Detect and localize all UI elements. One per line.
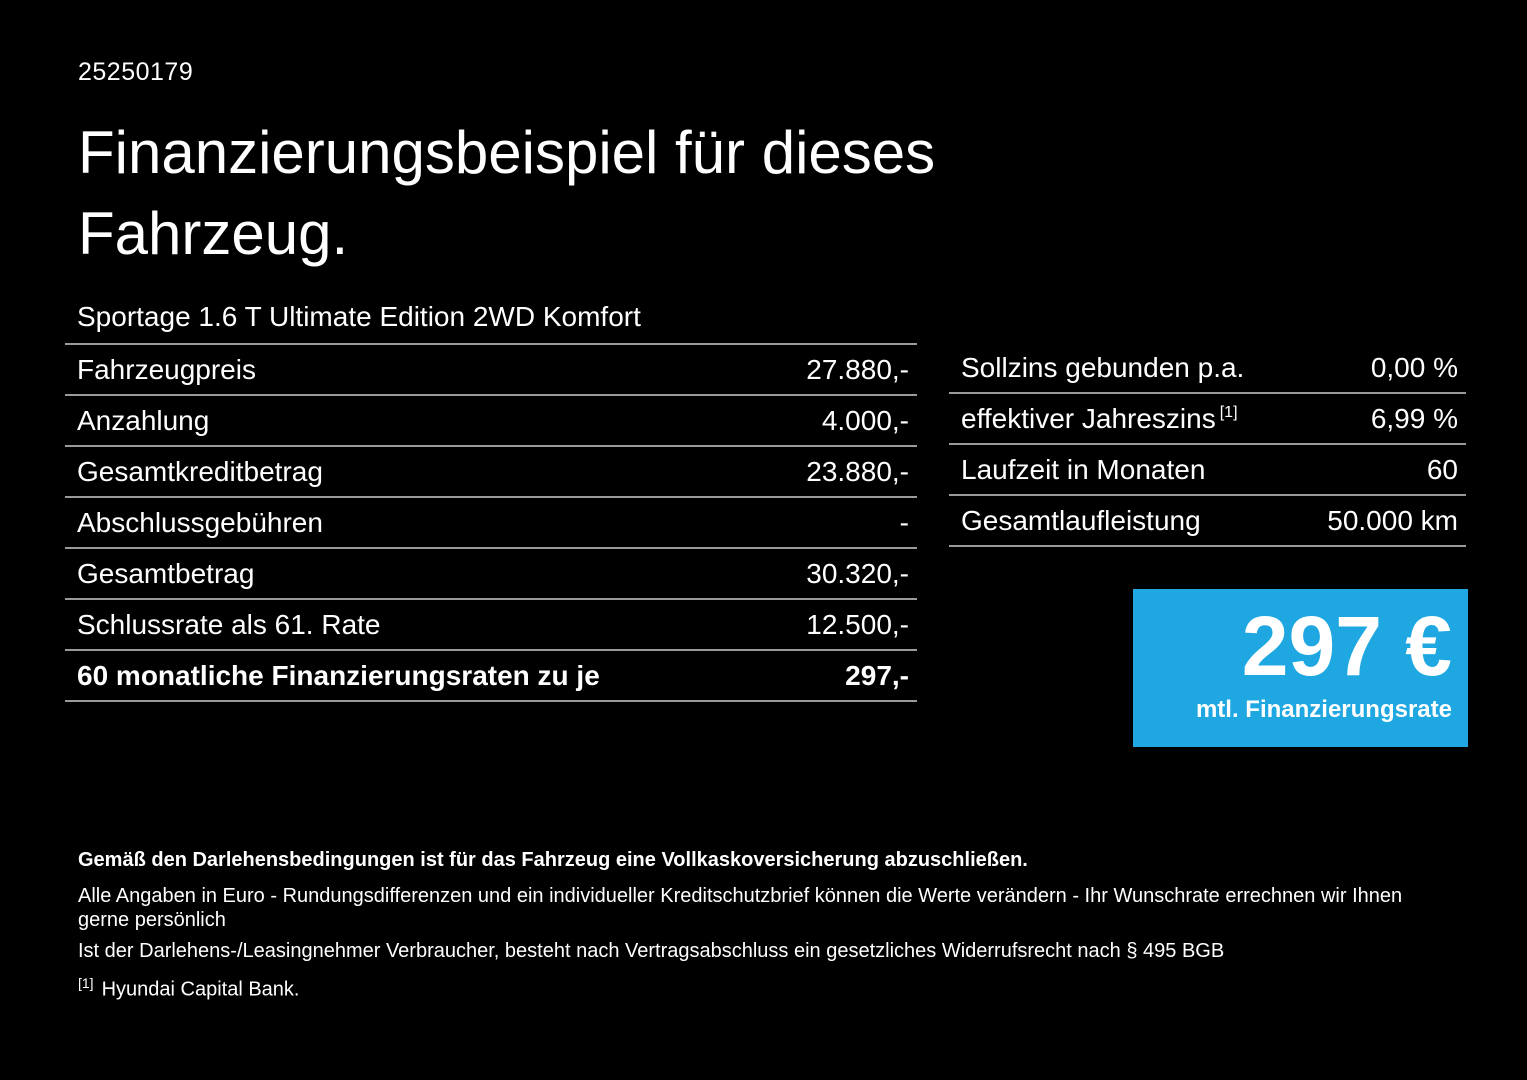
row-value: 23.880,-	[806, 455, 909, 487]
row-value: -	[899, 506, 909, 538]
vehicle-name: Sportage 1.6 T Ultimate Edition 2WD Komf…	[77, 301, 641, 332]
footer-disclaimer-1: Alle Angaben in Euro - Rundungsdifferenz…	[78, 885, 1403, 931]
table-row-effektiver-jahreszins: effektiver Jahreszins [1] 6,99 %	[949, 394, 1466, 445]
footer-insurance-note: Gemäß den Darlehensbedingungen ist für d…	[78, 849, 1028, 871]
row-value: 60	[1426, 453, 1458, 485]
table-row-monatsraten: 60 monatliche Finanzierungsraten zu je 2…	[65, 651, 917, 702]
row-label: Fahrzeugpreis	[77, 353, 256, 385]
table-row-anzahlung: Anzahlung 4.000,-	[65, 396, 917, 447]
table-row-fahrzeugpreis: Fahrzeugpreis 27.880,-	[65, 345, 917, 396]
monthly-rate-amount: 297 €	[1241, 598, 1452, 693]
row-value: 12.500,-	[806, 608, 909, 640]
row-label: Anzahlung	[77, 404, 210, 436]
row-value: 297,-	[845, 659, 909, 691]
row-value: 50.000 km	[1327, 504, 1458, 536]
monthly-rate-caption: mtl. Finanzierungsrate	[1195, 696, 1452, 724]
page-title-line-2: Fahrzeug.	[78, 200, 349, 267]
row-label: 60 monatliche Finanzierungsraten zu je	[77, 659, 600, 691]
row-label: Gesamtbetrag	[77, 557, 255, 589]
row-value: 27.880,-	[806, 353, 909, 385]
row-value: 4.000,-	[821, 404, 909, 436]
row-label: Gesamtkreditbetrag	[77, 455, 323, 487]
footnote-text: Hyundai Capital Bank.	[101, 978, 300, 1001]
table-row-gesamtbetrag: Gesamtbetrag 30.320,-	[65, 549, 917, 600]
footer-disclaimer-2: Ist der Darlehens-/Leasingnehmer Verbrau…	[78, 940, 1225, 962]
footnote-marker: [1]	[78, 975, 94, 991]
table-row-sollzins: Sollzins gebunden p.a. 0,00 %	[949, 343, 1466, 394]
row-label: effektiver Jahreszins [1]	[961, 403, 1238, 435]
row-value: 6,99 %	[1370, 402, 1458, 434]
table-row-gesamtlaufleistung: Gesamtlaufleistung 50.000 km	[949, 496, 1466, 547]
table-row-gesamtkreditbetrag: Gesamtkreditbetrag 23.880,-	[65, 447, 917, 498]
legal-footer: Gemäß den Darlehensbedingungen ist für d…	[78, 848, 1458, 1002]
page-title: Finanzierungsbeispiel für dieses Fahrzeug…	[78, 112, 935, 274]
row-label: Abschlussgebühren	[77, 506, 323, 538]
row-value: 30.320,-	[806, 557, 909, 589]
row-value: 0,00 %	[1370, 351, 1458, 383]
row-label: Laufzeit in Monaten	[961, 453, 1206, 485]
row-label-text: effektiver Jahreszins	[961, 402, 1216, 434]
monthly-rate-box: 297 € mtl. Finanzierungsrate	[1133, 589, 1468, 747]
financing-table-left: Fahrzeugpreis 27.880,- Anzahlung 4.000,-…	[65, 343, 917, 702]
row-label: Sollzins gebunden p.a.	[961, 351, 1245, 383]
table-row-laufzeit: Laufzeit in Monaten 60	[949, 445, 1466, 496]
row-label: Schlussrate als 61. Rate	[77, 608, 381, 640]
footnote-reference: [1]	[1219, 404, 1238, 422]
table-row-abschlussgebuehren: Abschlussgebühren -	[65, 498, 917, 549]
page-title-line-1: Finanzierungsbeispiel für dieses	[78, 119, 936, 186]
footnote-bank: [1] Hyundai Capital Bank.	[78, 971, 1458, 1002]
financing-table-right: Sollzins gebunden p.a. 0,00 % effektiver…	[949, 343, 1466, 547]
table-row-schlussrate: Schlussrate als 61. Rate 12.500,-	[65, 600, 917, 651]
row-label: Gesamtlaufleistung	[961, 504, 1201, 536]
document-number: 25250179	[78, 58, 194, 86]
